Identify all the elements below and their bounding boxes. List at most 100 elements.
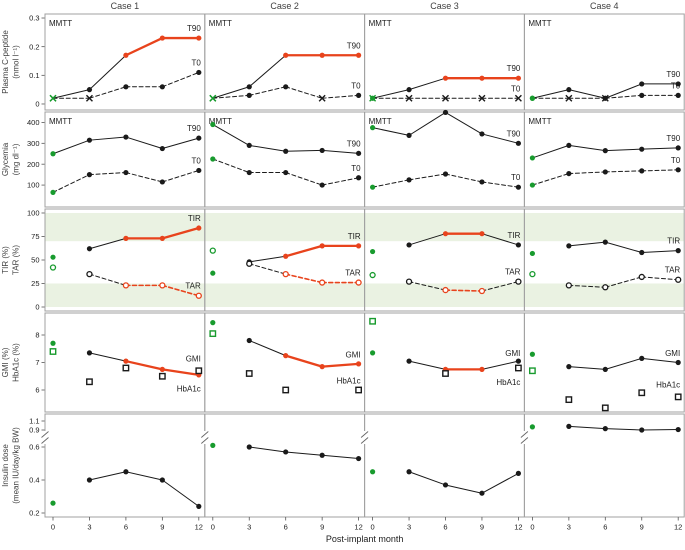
data-point-square xyxy=(122,364,130,372)
data-point xyxy=(675,359,681,366)
panel-corner-label: MMTT xyxy=(209,117,232,126)
y-tick-label: 0 xyxy=(35,100,39,109)
panel-frame xyxy=(523,208,685,312)
series-line-tir xyxy=(568,241,606,247)
series-label-gmi: GMI xyxy=(186,354,201,363)
data-point xyxy=(123,235,129,241)
panel-frame xyxy=(364,13,525,111)
series-line-t0 xyxy=(531,173,570,186)
series-line-gmi xyxy=(161,368,200,377)
data-point-open xyxy=(49,264,57,271)
series-line-t90 xyxy=(445,111,483,135)
series-line-t90 xyxy=(161,137,200,150)
data-point xyxy=(86,246,93,252)
data-point-open xyxy=(529,270,536,278)
data-point xyxy=(159,366,165,372)
panel-frame xyxy=(204,111,366,208)
data-point xyxy=(479,490,485,496)
data-point xyxy=(515,184,522,190)
data-point xyxy=(283,169,289,176)
axis-break-gap xyxy=(363,431,367,444)
x-tick-label: 9 xyxy=(480,523,484,532)
series-line-tar xyxy=(408,281,446,291)
series-label-tir: TIR xyxy=(348,232,361,241)
series-label-t0: T0 xyxy=(671,156,681,165)
panel-cpeptide-case-2: MMTT T90 T0 xyxy=(204,13,366,111)
x-tick-label: 9 xyxy=(320,523,324,532)
y-tick-label: 8 xyxy=(35,331,39,340)
data-point xyxy=(639,427,645,433)
series-line-t90 xyxy=(248,54,287,88)
series-line-t90 xyxy=(372,89,410,99)
series-label-tar: TAR xyxy=(185,282,201,291)
data-point xyxy=(86,87,93,93)
y-tick-label: 50 xyxy=(31,256,39,265)
data-point xyxy=(639,249,645,256)
y-axis-title: Insulin dose xyxy=(1,444,10,487)
data-point-open xyxy=(246,260,253,267)
series-line-gmi xyxy=(88,352,127,362)
data-point-open xyxy=(159,282,166,289)
panel-glycemia-case-3: MMTT T90 T0 xyxy=(364,109,525,208)
data-point xyxy=(442,482,449,488)
series-line-t0 xyxy=(161,71,200,88)
row-insulin: 0.2 0.4 0.6 0.91.1 Insulin dose (mean IU/day/… xyxy=(1,413,685,518)
data-point xyxy=(370,469,376,475)
data-point xyxy=(86,477,93,483)
data-point xyxy=(210,442,216,448)
x-tick-label: 3 xyxy=(567,523,571,532)
panel-frame xyxy=(523,111,685,208)
x-tick-label: 12 xyxy=(514,523,522,532)
data-point xyxy=(319,182,325,188)
series-label-t90: T90 xyxy=(187,24,201,33)
series-label-tir: TIR xyxy=(508,231,521,240)
y-tick-label: 100 xyxy=(27,209,40,218)
data-point xyxy=(283,353,289,359)
panel-cpeptide-case-3: MMTT T90 T0 xyxy=(364,13,525,111)
axis-break-mark xyxy=(520,437,529,444)
axis-break-mark xyxy=(360,431,369,438)
series-line-t90 xyxy=(321,149,360,154)
series-line-t90 xyxy=(408,77,446,91)
case-title: Case 2 xyxy=(270,1,299,11)
series-label-t0: T0 xyxy=(191,156,201,165)
series-line-dose xyxy=(285,451,323,456)
data-point-square xyxy=(529,367,536,375)
data-point-open xyxy=(209,247,216,254)
panel-gmi-hba1c-case-2: GMI HbA1c xyxy=(204,312,366,413)
series-line-t0 xyxy=(88,172,127,176)
data-point-open xyxy=(602,284,609,291)
data-point xyxy=(406,177,412,183)
data-point-open xyxy=(318,279,326,286)
panel-corner-label: MMTT xyxy=(209,19,232,28)
series-line-t0 xyxy=(604,94,643,99)
data-point xyxy=(442,171,449,177)
data-point xyxy=(159,179,165,185)
series-line-t90 xyxy=(408,111,446,136)
y-tick-label: 0.2 xyxy=(29,509,39,518)
data-point xyxy=(442,75,449,81)
x-tick-label: 0 xyxy=(211,523,215,532)
panel-frame xyxy=(364,413,525,518)
data-point xyxy=(356,92,362,98)
series-line-t0 xyxy=(408,173,446,181)
series-line-tar xyxy=(444,289,483,292)
series-line-dose xyxy=(481,472,519,494)
panel-glycemia-case-1: MMTT T90 T0 xyxy=(44,111,206,208)
data-point xyxy=(370,248,376,255)
data-point xyxy=(86,172,93,178)
panel-frame xyxy=(44,413,206,518)
series-label-t90: T90 xyxy=(347,139,361,148)
data-point-x xyxy=(49,94,57,102)
data-point xyxy=(319,52,325,58)
data-point xyxy=(479,231,485,237)
series-label-gmi: GMI xyxy=(505,349,520,358)
case-title: Case 3 xyxy=(430,1,459,11)
data-point xyxy=(515,75,522,81)
series-line-t0 xyxy=(285,86,323,99)
data-point xyxy=(356,455,362,462)
data-point-x xyxy=(442,94,449,102)
panel-corner-label: MMTT xyxy=(528,117,551,126)
data-point xyxy=(529,250,536,257)
data-point xyxy=(406,87,412,93)
